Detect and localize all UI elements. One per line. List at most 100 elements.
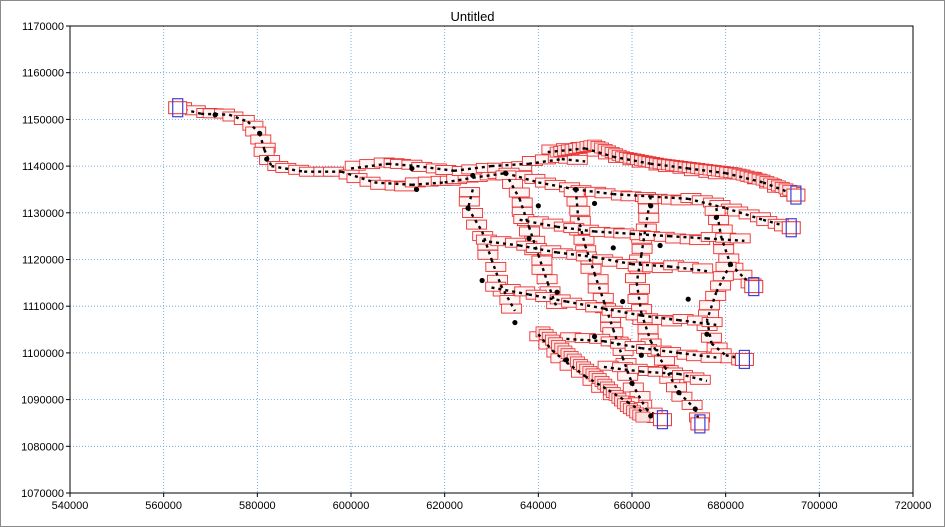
- junction-node: [692, 406, 698, 412]
- junction-node: [465, 205, 471, 211]
- x-tick-label: 700000: [801, 500, 838, 512]
- channel-link: [584, 375, 610, 392]
- channel-link: [467, 207, 484, 233]
- y-tick-label: 1140000: [22, 161, 64, 173]
- channel-link: [505, 171, 539, 184]
- channel-link: [705, 291, 718, 321]
- channel-element: [250, 134, 272, 145]
- channel-link: [762, 218, 792, 229]
- boundary-marker-back: [690, 417, 710, 431]
- channel-link: [574, 189, 580, 218]
- junction-node: [657, 242, 663, 249]
- boundary-marker-back: [168, 101, 188, 115]
- channel-link: [694, 408, 702, 425]
- channel-link: [630, 382, 648, 410]
- channel-link: [729, 263, 746, 280]
- channel-element: [699, 300, 721, 311]
- channel-link: [576, 217, 587, 246]
- boundary-marker: [785, 218, 797, 238]
- boundary-nodes: [168, 98, 806, 434]
- y-tick-label: 1160000: [22, 68, 64, 80]
- channel-link: [466, 189, 474, 209]
- channel-link: [546, 282, 559, 309]
- y-tick-label: 1100000: [22, 348, 64, 360]
- channel-element: [511, 161, 533, 172]
- channel-link: [537, 254, 549, 284]
- channel-link: [602, 301, 615, 330]
- x-tick-label: 660000: [614, 500, 651, 512]
- y-tick-label: 1120000: [22, 255, 64, 267]
- channel-element: [587, 283, 609, 294]
- channel-link: [411, 181, 445, 186]
- junction-node: [264, 156, 270, 162]
- junction-node: [591, 333, 598, 340]
- channel-link: [663, 366, 680, 394]
- y-tick-label: 1170000: [22, 21, 64, 33]
- junction-node: [554, 289, 560, 295]
- channel-link: [490, 259, 502, 286]
- channel-link: [584, 147, 614, 158]
- x-axis-ticks: 540000 560000 580000 600000 620000 640000 6600…: [52, 493, 932, 512]
- channel-link: [649, 340, 666, 368]
- channel-link: [584, 245, 596, 274]
- x-tick-label: 600000: [333, 500, 370, 512]
- channel-element: [485, 261, 507, 272]
- boundary-marker-back: [744, 280, 764, 294]
- junction-node: [212, 112, 218, 118]
- channel-link: [719, 235, 732, 265]
- junction-node: [535, 203, 541, 209]
- channel-link: [635, 282, 643, 314]
- network-nodes: [177, 106, 797, 425]
- channel-link: [444, 176, 473, 184]
- x-tick-label: 720000: [895, 500, 932, 512]
- channel-element: [671, 391, 693, 402]
- junction-node: [620, 298, 626, 305]
- boundary-marker: [172, 98, 184, 118]
- channel-element: [477, 249, 499, 260]
- channel-link: [228, 113, 249, 123]
- channel-link: [499, 284, 516, 312]
- boundary-marker: [790, 185, 802, 205]
- junction-node: [479, 277, 485, 284]
- channel-element: [700, 352, 722, 363]
- channel-link: [644, 196, 652, 225]
- channel-element: [729, 233, 751, 244]
- channel-element: [701, 317, 723, 328]
- channel-element: [531, 264, 553, 275]
- junction-node: [629, 380, 635, 386]
- channel-link: [472, 171, 506, 179]
- channel-link: [743, 277, 755, 288]
- channel-link: [635, 254, 643, 284]
- junction-node: [512, 319, 518, 326]
- channel-link: [621, 357, 634, 384]
- channel-element: [637, 324, 659, 335]
- junction-node: [638, 352, 644, 358]
- junction-node: [704, 331, 710, 337]
- boundary-marker-back: [734, 352, 754, 366]
- channel-element: [508, 187, 530, 198]
- x-tick-label: 560000: [145, 500, 182, 512]
- x-tick-label: 580000: [239, 500, 276, 512]
- junction-node: [610, 245, 616, 251]
- channel-link: [504, 172, 521, 200]
- channel-link: [715, 207, 723, 237]
- junction-node: [727, 261, 733, 267]
- shore-element: [635, 411, 651, 423]
- channel-link: [678, 372, 708, 383]
- channel-link: [341, 170, 375, 184]
- channel-element: [638, 212, 660, 223]
- junction-node: [409, 165, 415, 172]
- x-tick-label: 640000: [520, 500, 557, 512]
- channel-element: [625, 273, 646, 284]
- x-tick-label: 620000: [426, 500, 463, 512]
- channel-element: [715, 261, 737, 272]
- y-tick-label: 1110000: [23, 301, 64, 313]
- junction-node: [413, 186, 420, 193]
- x-tick-label: 540000: [52, 500, 89, 512]
- y-tick-label: 1090000: [21, 395, 64, 407]
- junction-node: [648, 413, 654, 419]
- chart-title: Untitled: [450, 9, 495, 24]
- channel-element: [580, 263, 602, 274]
